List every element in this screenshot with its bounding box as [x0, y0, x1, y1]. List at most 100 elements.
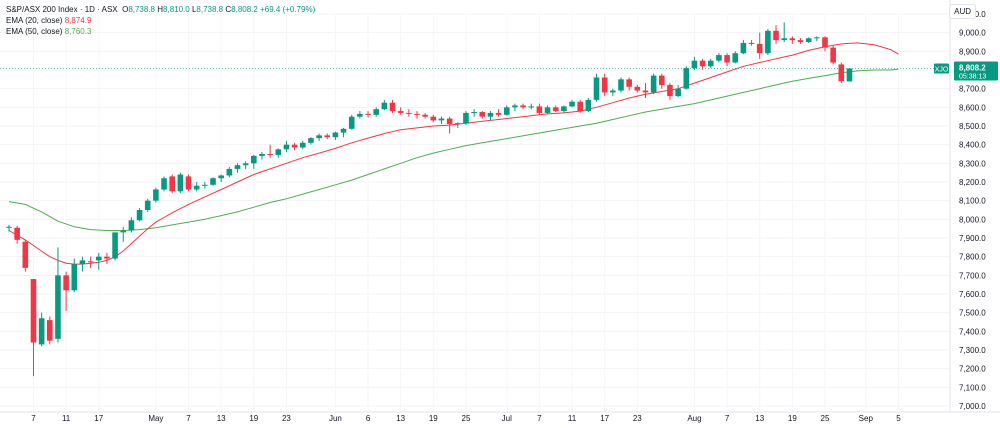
ema50-line	[8, 68, 899, 231]
candle-body	[55, 275, 61, 339]
candle	[63, 271, 69, 311]
candle	[422, 112, 428, 119]
candle-body	[552, 107, 559, 112]
candle	[569, 99, 575, 108]
candle	[520, 103, 526, 110]
candle-body	[136, 210, 143, 221]
candle	[650, 73, 657, 95]
candle	[275, 148, 282, 158]
candle	[185, 174, 192, 192]
ema20-row[interactable]: EMA (20, close) 8,874.9	[6, 15, 315, 26]
candle-body	[144, 200, 151, 210]
candle-body	[430, 116, 437, 121]
candle-body	[471, 112, 477, 113]
candle-body	[634, 86, 641, 91]
candle	[593, 73, 600, 102]
candle	[283, 140, 290, 153]
change-value: +69.4 (+0.79%)	[260, 5, 316, 14]
candle-body	[202, 184, 208, 186]
candle-body	[822, 37, 828, 48]
candle	[765, 28, 771, 56]
candle-body	[667, 84, 673, 97]
time-tick-label: 19	[788, 414, 797, 423]
candle-body	[659, 75, 665, 85]
chart-legend: S&P/ASX 200 Index · 1D · ASX O8,738.8 H8…	[6, 4, 315, 37]
currency-selector[interactable]: AUD	[949, 4, 976, 19]
candle	[22, 239, 29, 272]
candle	[773, 25, 779, 44]
time-tick-label: 13	[396, 414, 405, 423]
candle-body	[585, 99, 592, 112]
candle-body	[79, 260, 86, 265]
candle	[455, 122, 461, 128]
time-tick-label: 7	[31, 414, 36, 423]
time-tick-label: 19	[249, 414, 258, 423]
candle-body	[732, 53, 739, 63]
open-label: O	[122, 5, 129, 14]
ema20-label: EMA (20, close)	[6, 16, 63, 25]
candle	[316, 133, 322, 141]
candle	[87, 256, 94, 268]
candle-body	[610, 90, 616, 93]
candle-body	[805, 38, 812, 42]
candle-body	[626, 79, 632, 87]
candle	[601, 73, 608, 97]
time-tick-label: 25	[821, 414, 830, 423]
time-tick-label: 11	[568, 414, 577, 423]
ema50-row[interactable]: EMA (50, close) 8,760.3	[6, 26, 315, 37]
candle-body	[234, 165, 241, 169]
candle-body	[765, 30, 771, 54]
candle-body	[487, 112, 494, 117]
candle	[136, 208, 143, 222]
candle-body	[104, 256, 110, 259]
time-tick-label: 13	[755, 414, 764, 423]
chart-grid	[0, 13, 950, 412]
candle-body	[683, 68, 690, 89]
ema20-value: 8,874.9	[64, 16, 92, 25]
candle-body	[348, 116, 355, 129]
candle	[544, 105, 551, 114]
candle	[324, 133, 331, 140]
candle-body	[169, 176, 175, 192]
candle-body	[773, 30, 779, 41]
candle	[667, 83, 673, 100]
candle-body	[593, 77, 600, 100]
candle	[259, 152, 265, 160]
low-value: 8,738.8	[196, 5, 224, 14]
candle	[202, 182, 208, 189]
price-tick-label: 7,400.0	[959, 327, 986, 336]
candle	[797, 38, 804, 44]
price-tick-label: 8,000.0	[959, 215, 986, 224]
symbol-badge-bg	[934, 63, 949, 74]
candle	[153, 187, 159, 203]
low-label: L	[191, 5, 197, 14]
candle	[38, 312, 45, 347]
candle-body	[161, 178, 167, 190]
candle-body	[756, 43, 763, 54]
time-tick-label: Jun	[329, 414, 342, 423]
candle-body	[177, 174, 184, 192]
price-tick-label: 8,200.0	[959, 178, 986, 187]
time-tick-label: 7	[186, 414, 191, 423]
candle	[193, 182, 200, 192]
candle	[177, 172, 184, 194]
candle-body	[536, 106, 543, 113]
candle	[552, 105, 559, 112]
candle	[6, 224, 12, 232]
candle	[471, 109, 477, 117]
close-label: C	[225, 5, 232, 14]
candle-body	[650, 75, 657, 93]
candle	[55, 247, 61, 343]
candle-body	[463, 112, 469, 124]
candle-body	[838, 64, 845, 82]
candle	[397, 107, 404, 115]
candle	[120, 226, 127, 242]
candle-body	[259, 154, 265, 156]
candle	[618, 77, 624, 93]
candle-body	[226, 168, 233, 176]
candle-body	[365, 113, 371, 115]
candle	[79, 256, 86, 272]
candle-body	[503, 107, 510, 115]
candle-body	[642, 90, 649, 93]
